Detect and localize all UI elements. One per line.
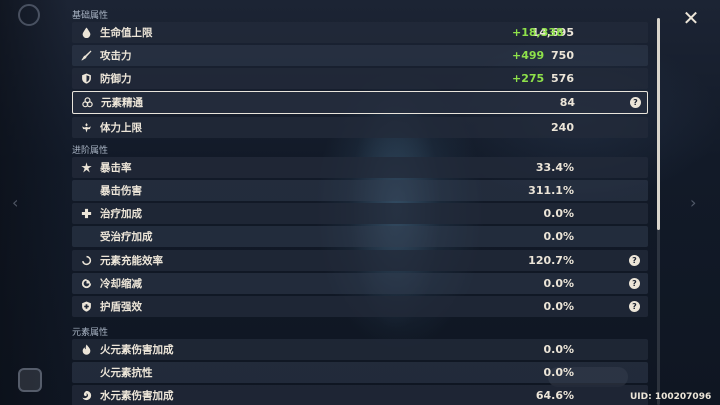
cooldown-icon xyxy=(72,278,100,289)
help-icon[interactable]: ? xyxy=(630,97,641,108)
stat-row-pyro-res[interactable]: 火元素抗性 0.0% xyxy=(72,362,648,383)
stat-label: 火元素抗性 xyxy=(100,367,153,379)
background-menu-icon xyxy=(18,368,42,392)
sword-icon xyxy=(72,50,100,61)
stat-row-cd-reduction[interactable]: 冷却缩减 0.0% ? xyxy=(72,273,648,294)
elemental-mastery-icon xyxy=(73,97,101,108)
help-icon[interactable]: ? xyxy=(629,278,640,289)
help-icon[interactable]: ? xyxy=(629,255,640,266)
pyro-icon xyxy=(72,344,100,355)
stat-row-hp[interactable]: 生命值上限 14,695 +18,338 xyxy=(72,22,648,43)
stat-row-energy-recharge[interactable]: 元素充能效率 120.7% ? xyxy=(72,250,648,271)
stat-value: 576 xyxy=(551,72,574,85)
stat-value: 33.4% xyxy=(535,161,574,174)
stat-value: 0.0% xyxy=(543,207,574,220)
stat-value: 0.0% xyxy=(543,300,574,313)
stat-value: 120.7% xyxy=(528,254,574,267)
stat-value: 64.6% xyxy=(535,389,574,402)
stat-label: 生命值上限 xyxy=(100,27,153,39)
stat-label: 火元素伤害加成 xyxy=(100,344,174,356)
stat-label: 暴击伤害 xyxy=(100,185,142,197)
stat-value: 750 xyxy=(551,49,574,62)
healing-cross-icon xyxy=(72,208,100,219)
stat-value: 84 xyxy=(559,96,575,109)
stat-bonus: +18,338 xyxy=(512,26,564,39)
stat-row-crit-rate[interactable]: 暴击率 33.4% xyxy=(72,157,648,178)
stat-label: 攻击力 xyxy=(100,50,132,62)
stat-row-atk[interactable]: 攻击力 750 +499 xyxy=(72,45,648,66)
section-basic-label: 基础属性 xyxy=(72,11,109,21)
stat-row-healing-bonus[interactable]: 治疗加成 0.0% xyxy=(72,203,648,224)
stat-row-def[interactable]: 防御力 576 +275 xyxy=(72,68,648,89)
stat-value: 0.0% xyxy=(543,277,574,290)
stat-label: 防御力 xyxy=(100,73,132,85)
stat-value: 0.0% xyxy=(543,230,574,243)
stat-row-pyro-dmg[interactable]: 火元素伤害加成 0.0% xyxy=(72,339,648,360)
stat-bonus: +499 xyxy=(512,49,545,62)
stat-value: 240 xyxy=(551,121,574,134)
stat-label: 水元素伤害加成 xyxy=(100,390,174,402)
stat-row-incoming-healing[interactable]: 受治疗加成 0.0% xyxy=(72,226,648,247)
stat-row-shield-strength[interactable]: 护盾强效 0.0% ? xyxy=(72,296,648,317)
stat-row-elemental-mastery[interactable]: 元素精通 84 ? xyxy=(72,91,648,114)
stat-label: 治疗加成 xyxy=(100,208,142,220)
stat-label: 暴击率 xyxy=(100,162,132,174)
stat-row-stamina[interactable]: 体力上限 240 xyxy=(72,117,648,138)
section-advanced-label: 进阶属性 xyxy=(72,146,109,156)
stat-row-hydro-dmg[interactable]: 水元素伤害加成 64.6% xyxy=(72,385,648,405)
stat-row-crit-dmg[interactable]: 暴击伤害 311.1% xyxy=(72,180,648,201)
section-elemental-label: 元素属性 xyxy=(72,328,109,338)
stat-label: 受治疗加成 xyxy=(100,231,153,243)
uid-label: UID: 100207096 xyxy=(630,392,712,402)
stat-label: 护盾强效 xyxy=(100,301,142,313)
stat-label: 体力上限 xyxy=(100,122,142,134)
stat-label: 元素精通 xyxy=(101,97,143,109)
energy-recharge-icon xyxy=(72,255,100,266)
shield-icon xyxy=(72,73,100,84)
previous-arrow-icon: ‹ xyxy=(12,193,19,212)
stat-label: 冷却缩减 xyxy=(100,278,142,290)
crit-star-icon xyxy=(72,162,100,173)
shield-strength-icon xyxy=(72,301,100,312)
scrollbar-thumb[interactable] xyxy=(657,18,660,230)
stamina-icon xyxy=(72,122,100,133)
hydro-icon xyxy=(72,390,100,401)
background-element-icon xyxy=(18,4,40,26)
hp-drop-icon xyxy=(72,27,100,38)
background-sidebar xyxy=(0,0,68,405)
next-arrow-icon: › xyxy=(690,193,697,212)
stat-label: 元素充能效率 xyxy=(100,255,163,267)
stat-value: 14,695 xyxy=(531,26,574,39)
close-button[interactable]: ✕ xyxy=(682,6,700,30)
stat-value: 0.0% xyxy=(543,343,574,356)
help-icon[interactable]: ? xyxy=(629,301,640,312)
stat-value: 311.1% xyxy=(528,184,574,197)
stat-bonus: +275 xyxy=(512,72,545,85)
stat-value: 0.0% xyxy=(543,366,574,379)
